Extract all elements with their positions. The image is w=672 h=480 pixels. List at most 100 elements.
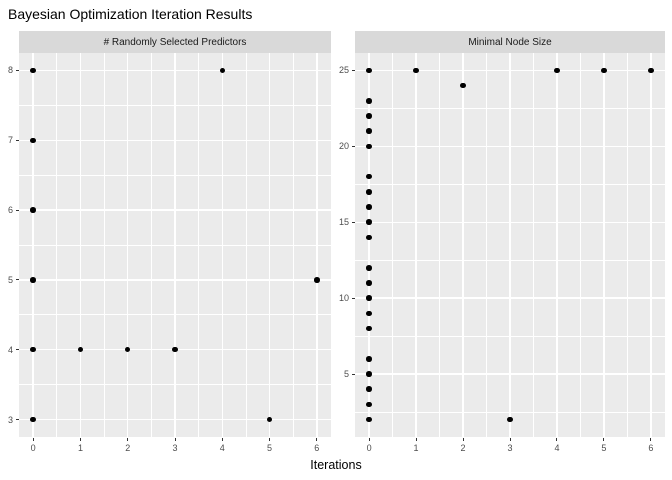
gridline-major [556, 53, 558, 437]
data-point [30, 346, 36, 353]
facet-strip-predictors: # Randomly Selected Predictors [19, 31, 331, 53]
y-tick-label: 20 [338, 141, 349, 152]
y-tick-mark [352, 373, 355, 375]
gridline-major [355, 69, 665, 72]
x-tick-mark [509, 438, 511, 441]
gridline-minor [580, 53, 581, 437]
gridline-major [19, 69, 331, 72]
gridline-major [19, 139, 331, 141]
gridline-major [268, 53, 271, 437]
y-tick-label: 25 [338, 65, 349, 76]
x-tick-mark [415, 438, 417, 441]
gridline-major [79, 53, 82, 437]
data-point [366, 371, 372, 377]
x-tick-mark [79, 438, 81, 441]
data-point [366, 143, 372, 150]
x-tick-mark [650, 438, 652, 441]
x-tick-mark [221, 438, 223, 441]
gridline-major [355, 145, 665, 148]
data-point [460, 82, 466, 89]
plot-panel-predictors [19, 53, 331, 437]
y-tick-label: 15 [338, 217, 349, 228]
x-tick-mark [316, 438, 318, 441]
x-axis-title: Iterations [310, 458, 362, 472]
data-point [366, 98, 372, 104]
data-point [366, 265, 372, 271]
x-tick-label: 0 [366, 443, 372, 453]
y-tick-label: 5 [343, 369, 349, 379]
data-point [30, 277, 36, 283]
data-point [366, 356, 372, 362]
x-tick-label: 2 [125, 443, 131, 453]
gridline-major [32, 53, 34, 437]
x-tick-label: 5 [267, 443, 273, 453]
x-tick-label: 3 [507, 443, 513, 453]
gridline-major [174, 53, 176, 437]
y-tick-label: 5 [7, 274, 13, 285]
plot-panel-node-size [355, 53, 665, 437]
data-point [366, 113, 372, 119]
data-point [413, 67, 419, 74]
data-point [366, 325, 372, 332]
gridline-minor [627, 53, 628, 437]
y-tick-label: 3 [7, 414, 13, 425]
data-point [601, 67, 607, 74]
gridline-major [603, 53, 605, 437]
data-point [366, 219, 372, 225]
y-tick-label: 7 [7, 135, 13, 146]
gridline-major [19, 418, 331, 421]
x-tick-label: 1 [77, 443, 83, 453]
gridline-major [368, 53, 370, 437]
x-tick-label: 6 [648, 443, 654, 453]
data-point [507, 416, 513, 423]
x-tick-label: 3 [172, 443, 178, 453]
gridline-major [221, 53, 223, 437]
x-tick-label: 4 [554, 443, 560, 453]
data-point [30, 416, 36, 423]
y-tick-mark [352, 145, 355, 147]
y-tick-mark [16, 139, 19, 141]
data-point [366, 234, 372, 241]
y-tick-mark [16, 69, 19, 71]
data-point [30, 137, 36, 144]
y-tick-label: 6 [7, 205, 13, 216]
y-tick-mark [352, 221, 355, 223]
data-point [366, 67, 372, 74]
data-point [366, 416, 372, 423]
data-point [648, 67, 654, 74]
chart-title: Bayesian Optimization Iteration Results [8, 6, 253, 22]
data-point [30, 67, 36, 74]
y-tick-mark [352, 69, 355, 71]
gridline-major [355, 373, 665, 375]
x-tick-label: 4 [219, 443, 225, 453]
gridline-major [19, 279, 331, 281]
data-point [554, 67, 560, 74]
data-point [366, 173, 372, 180]
data-point [266, 416, 273, 423]
data-point [366, 280, 372, 286]
y-tick-mark [16, 209, 19, 211]
y-tick-mark [352, 297, 355, 299]
gridline-major [355, 221, 665, 223]
gridline-major [316, 53, 318, 437]
y-tick-label: 4 [7, 344, 13, 355]
x-tick-mark [269, 438, 271, 441]
gridline-minor [486, 53, 487, 437]
facet-strip-node-size: Minimal Node Size [355, 31, 665, 53]
x-tick-label: 0 [30, 443, 36, 453]
gridline-minor [533, 53, 534, 437]
y-tick-label: 8 [7, 65, 13, 76]
data-point [366, 128, 372, 134]
y-tick-label: 10 [338, 293, 349, 304]
y-tick-mark [16, 419, 19, 421]
y-tick-mark [16, 349, 19, 351]
x-tick-mark [462, 438, 464, 441]
gridline-major [462, 53, 464, 437]
x-tick-mark [32, 438, 34, 441]
data-point [314, 277, 320, 283]
data-point [366, 204, 372, 210]
data-point [30, 207, 36, 213]
gridline-minor [439, 53, 440, 437]
data-point [366, 189, 372, 195]
